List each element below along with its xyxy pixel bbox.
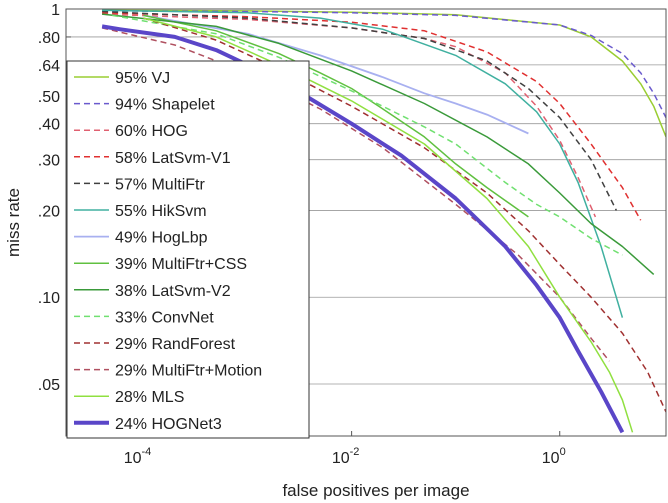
legend-label: 28% MLS	[115, 389, 184, 406]
x-tick-label: 10-4	[124, 446, 152, 467]
series-line	[143, 14, 529, 135]
legend-label: 94% Shapelet	[115, 97, 215, 114]
series-line	[101, 24, 625, 434]
y-tick-label: .40	[38, 117, 60, 134]
y-tick-label: .20	[38, 203, 60, 220]
y-tick-label: .50	[38, 89, 60, 106]
legend-label: 49% HogLbp	[115, 230, 208, 247]
y-tick-label: 1	[51, 2, 60, 19]
x-axis-ticks: 10-4 10-2 100	[124, 431, 566, 467]
series-line	[102, 10, 666, 118]
y-tick-label: .30	[38, 153, 60, 170]
legend-label: 29% MultiFtr+Motion	[115, 363, 262, 380]
legend-label: 57% MultiFtr	[115, 176, 205, 193]
legend-label: 29% RandForest	[115, 336, 236, 353]
plot-frame	[65, 8, 667, 437]
x-tick-label: 10-2	[332, 446, 360, 467]
legend-label: 39% MultiFtr+CSS	[115, 256, 247, 273]
legend-label: 95% VJ	[115, 70, 170, 87]
series-group	[101, 9, 666, 434]
series-line	[101, 27, 610, 362]
series-line	[102, 13, 597, 218]
legend-label: 55% HikSvm	[115, 203, 207, 220]
y-tick-label: .10	[38, 290, 60, 307]
legend-label: 60% HOG	[115, 123, 188, 140]
series-line	[102, 10, 618, 211]
y-tick-label: .64	[38, 58, 60, 75]
legend-label: 58% LatSvm-V1	[115, 150, 231, 167]
y-tick-label: .80	[38, 30, 60, 47]
y-axis-ticks: 1 .80 .64 .50 .40 .30 .20 .10 .05	[38, 2, 71, 394]
series-line	[143, 17, 634, 433]
y-tick-label: .05	[38, 377, 60, 394]
legend-box	[66, 60, 310, 439]
legend-label: 24% HOGNet3	[115, 416, 222, 433]
x-tick-label: 100	[542, 446, 566, 467]
y-axis-label: miss rate	[4, 188, 23, 257]
legend-label: 33% ConvNet	[115, 309, 214, 326]
series-line	[102, 13, 655, 275]
series-line	[112, 14, 623, 256]
series-line	[102, 9, 624, 318]
legend: 95% VJ 94% Shapelet 60% HOG 58% LatSvm-V1 57…	[66, 60, 310, 439]
x-axis-label: false positives per image	[282, 481, 469, 500]
legend-label: 38% LatSvm-V2	[115, 283, 231, 300]
